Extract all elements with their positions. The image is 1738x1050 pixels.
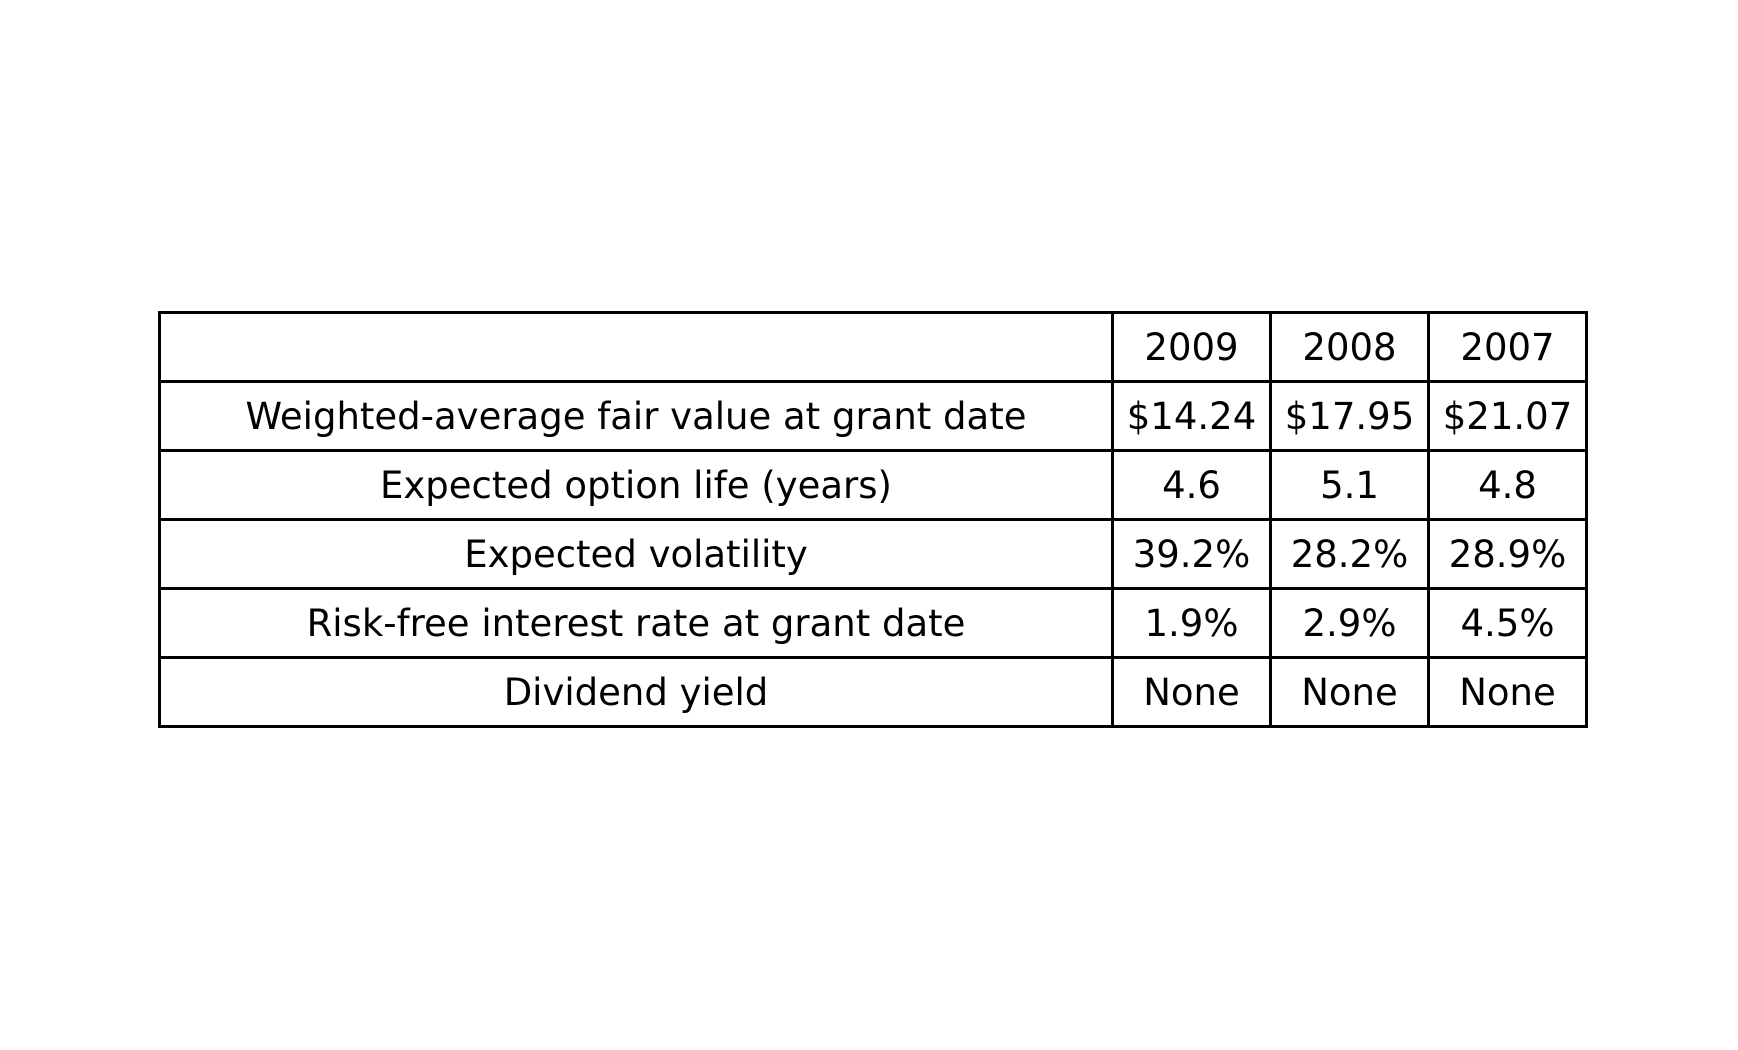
table-cell: 28.9% <box>1427 518 1588 590</box>
table-cell: 2.9% <box>1269 587 1430 659</box>
header-cell-year: 2007 <box>1427 311 1588 383</box>
table-cell: None <box>1111 656 1272 728</box>
table-cell: $14.24 <box>1111 380 1272 452</box>
table-cell: 4.6 <box>1111 449 1272 521</box>
table-cell: None <box>1269 656 1430 728</box>
table-row: Dividend yield None None None <box>158 656 1588 728</box>
table-row: Weighted-average fair value at grant dat… <box>158 380 1588 452</box>
table-cell: 28.2% <box>1269 518 1430 590</box>
table-row: Expected option life (years) 4.6 5.1 4.8 <box>158 449 1588 521</box>
table-row: Expected volatility 39.2% 28.2% 28.9% <box>158 518 1588 590</box>
row-label: Expected volatility <box>158 518 1114 590</box>
row-label: Weighted-average fair value at grant dat… <box>158 380 1114 452</box>
table-cell: None <box>1427 656 1588 728</box>
table-cell: $17.95 <box>1269 380 1430 452</box>
data-table-container: 2009 2008 2007 Weighted-average fair val… <box>158 311 1588 728</box>
table-cell: 4.5% <box>1427 587 1588 659</box>
table-cell: 5.1 <box>1269 449 1430 521</box>
table-header-row: 2009 2008 2007 <box>158 311 1588 383</box>
table-cell: 39.2% <box>1111 518 1272 590</box>
row-label: Dividend yield <box>158 656 1114 728</box>
table-cell: 1.9% <box>1111 587 1272 659</box>
row-label: Expected option life (years) <box>158 449 1114 521</box>
header-cell-year: 2008 <box>1269 311 1430 383</box>
table-cell: 4.8 <box>1427 449 1588 521</box>
data-table: 2009 2008 2007 Weighted-average fair val… <box>158 311 1588 728</box>
table-cell: $21.07 <box>1427 380 1588 452</box>
header-cell-year: 2009 <box>1111 311 1272 383</box>
header-cell-blank <box>158 311 1114 383</box>
row-label: Risk-free interest rate at grant date <box>158 587 1114 659</box>
table-row: Risk-free interest rate at grant date 1.… <box>158 587 1588 659</box>
